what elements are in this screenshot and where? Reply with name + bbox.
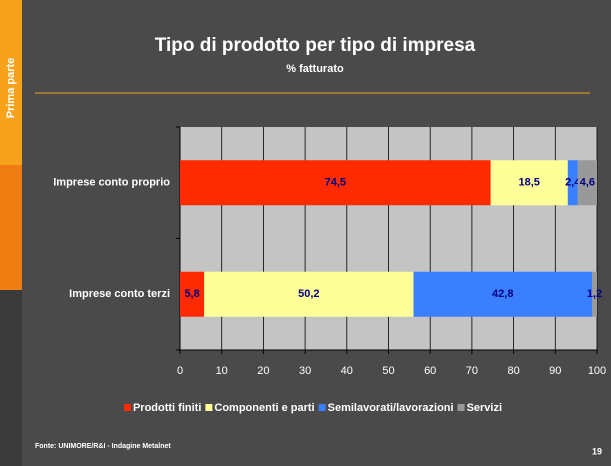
section-strip xyxy=(0,290,22,466)
y-tick-label: Imprese conto proprio xyxy=(53,177,170,189)
data-label: 5,8 xyxy=(184,288,199,300)
bar-segment xyxy=(180,271,205,317)
x-tick-label: 30 xyxy=(299,365,311,377)
data-label: 50,2 xyxy=(298,288,319,300)
chart: 0 10 20 30 40 50 60 70 80 90 100 Imprese conto prop… xyxy=(53,126,606,414)
x-tick-label: 100 xyxy=(588,365,606,377)
x-tick-label: 80 xyxy=(507,365,519,377)
data-label: 4,6 xyxy=(580,177,595,189)
x-tick-label: 70 xyxy=(466,365,478,377)
x-tick-label: 10 xyxy=(216,365,228,377)
legend-swatch xyxy=(318,404,326,411)
section-label: Prima parte xyxy=(5,58,17,119)
legend-swatch xyxy=(457,404,465,411)
legend-label: Servizi xyxy=(467,402,502,414)
source: Fonte: UNIMORE/R&I - Indagine Metalnet xyxy=(35,443,171,450)
y-tick-label: Imprese conto terzi xyxy=(69,288,170,300)
bar-segment xyxy=(567,160,578,206)
x-tick-label: 60 xyxy=(424,365,436,377)
legend-label: Prodotti finiti xyxy=(133,402,201,414)
bar-segment xyxy=(204,271,414,317)
data-label: 1,2 xyxy=(587,288,602,300)
x-tick-label: 50 xyxy=(382,365,394,377)
bar-segment xyxy=(591,271,597,317)
data-label: 42,8 xyxy=(492,288,513,300)
section-strip xyxy=(0,165,22,290)
legend-swatch xyxy=(123,404,131,411)
x-tick-label: 40 xyxy=(341,365,353,377)
data-label: 74,5 xyxy=(325,177,346,189)
page-number: 19 xyxy=(592,446,602,456)
data-label: 2,4 xyxy=(565,177,581,189)
bar-segment xyxy=(490,160,568,206)
x-tick-label: 20 xyxy=(257,365,269,377)
bar-segment xyxy=(577,160,597,206)
x-tick-label: 0 xyxy=(177,365,183,377)
x-tick-label: 90 xyxy=(549,365,561,377)
bar-segment xyxy=(180,160,491,206)
chart-subtitle: % fatturato xyxy=(286,63,344,75)
bar-segment xyxy=(413,271,592,317)
legend-label: Componenti e parti xyxy=(214,402,314,414)
legend-swatch xyxy=(205,404,213,411)
section-strip xyxy=(0,0,22,165)
legend-label: Semilavorati/lavorazioni xyxy=(328,402,454,414)
chart-title: Tipo di prodotto per tipo di impresa xyxy=(155,35,476,56)
data-label: 18,5 xyxy=(519,177,540,189)
